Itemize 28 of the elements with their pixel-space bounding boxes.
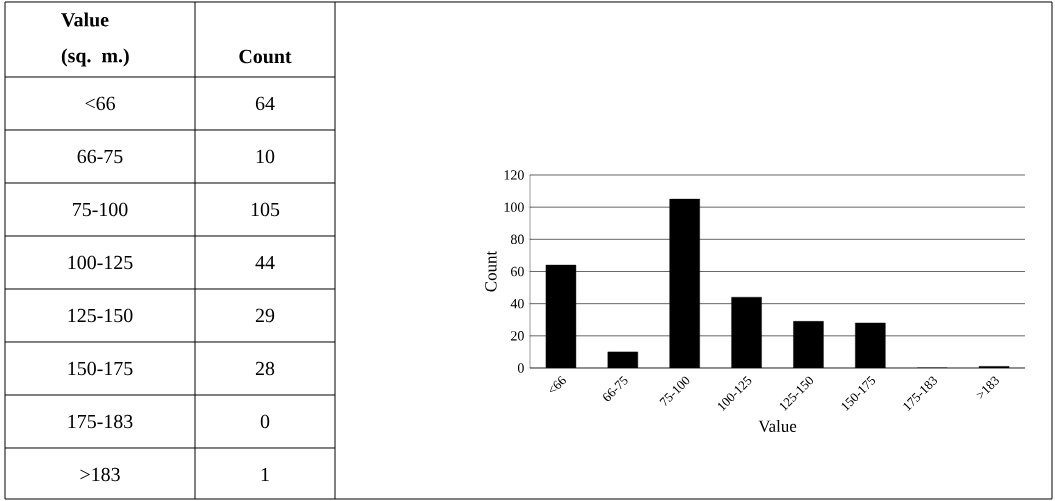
y-tick-label: 80: [510, 234, 524, 245]
category-label: 150-175: [68, 361, 133, 376]
text: Value (sq. m.): [61, 12, 129, 67]
x-tick-label: <66: [549, 375, 566, 393]
y-axis-title: Count: [485, 250, 497, 292]
category-label: 175-183: [68, 414, 133, 429]
text: 44: [255, 255, 275, 270]
x-axis-title: Value: [758, 420, 797, 433]
y-tick-label: 120: [504, 170, 524, 180]
category-label: 125-150: [68, 308, 133, 323]
y-tick-label: 100: [504, 202, 524, 212]
text: 28: [255, 361, 275, 376]
text: 1: [261, 467, 269, 482]
category-label: <66: [85, 96, 115, 111]
category-label: 75-100: [73, 202, 128, 217]
y-tick-label: 40: [510, 298, 524, 309]
text: 105: [251, 202, 280, 217]
category-label: 100-125: [68, 255, 133, 270]
text: Count: [239, 49, 292, 64]
text: 10: [256, 149, 275, 164]
y-tick-label: 20: [511, 331, 524, 341]
category-label: >183: [80, 467, 120, 482]
text: 64: [255, 96, 275, 111]
category-label: 66-75: [77, 149, 123, 164]
y-tick-label: 60: [511, 266, 524, 277]
text: 0: [260, 414, 270, 429]
y-tick-label: 0: [517, 363, 524, 373]
text: 29: [255, 308, 275, 323]
